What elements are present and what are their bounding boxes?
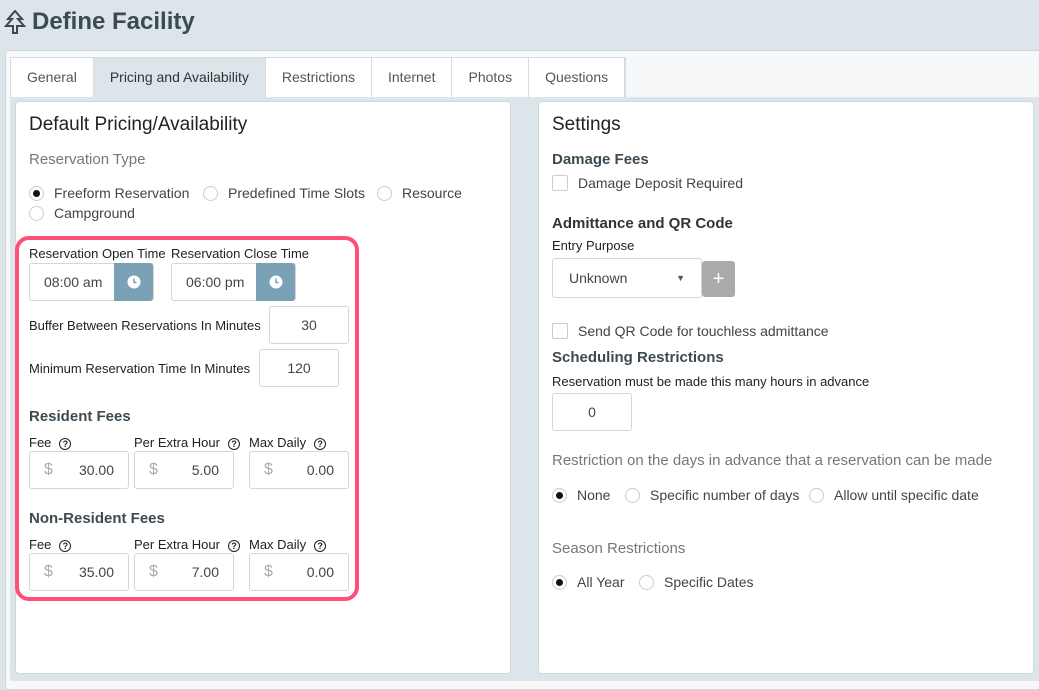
resident-fee-label: Fee? [29,435,72,450]
nonresident-fees-title: Non-Resident Fees [29,510,165,527]
settings-card [538,101,1034,674]
min-time-input[interactable]: 120 [259,349,339,387]
clock-icon[interactable] [114,263,153,301]
buffer-input[interactable]: 30 [269,306,349,344]
tab-bar: General Pricing and Availability Restric… [10,57,627,98]
tab-general[interactable]: General [11,58,94,97]
radio-resource[interactable]: Resource [377,185,462,201]
help-icon[interactable]: ? [227,539,240,552]
reservation-type-label: Reservation Type [29,151,146,168]
radio-all-year[interactable]: All Year [552,574,624,590]
scheduling-title: Scheduling Restrictions [552,349,724,366]
tab-questions[interactable]: Questions [529,58,626,97]
open-time-label: Reservation Open Time [29,246,166,261]
clock-icon[interactable] [256,263,295,301]
page-title: Define Facility [4,8,195,36]
resident-fees-title: Resident Fees [29,408,131,425]
plus-icon: + [712,267,725,290]
nonresident-max-label: Max Daily? [249,537,327,552]
radio-days-until-date[interactable]: Allow until specific date [809,487,979,503]
open-time-input[interactable]: 08:00 am [29,263,154,301]
radio-days-specific[interactable]: Specific number of days [625,487,799,503]
tab-internet[interactable]: Internet [372,58,453,97]
nonresident-max-input[interactable]: $0.00 [249,553,349,591]
nonresident-fee-label: Fee? [29,537,72,552]
radio-days-none[interactable]: None [552,487,610,503]
days-advance-label: Restriction on the days in advance that … [552,452,993,469]
tree-icon [4,10,26,34]
pricing-title: Default Pricing/Availability [29,114,248,135]
radio-predefined[interactable]: Predefined Time Slots [203,185,365,201]
tab-pricing-availability[interactable]: Pricing and Availability [93,58,266,97]
close-time-input[interactable]: 06:00 pm [171,263,296,301]
hours-advance-label: Reservation must be made this many hours… [552,374,870,389]
resident-fee-input[interactable]: $30.00 [29,451,129,489]
resident-max-input[interactable]: $0.00 [249,451,349,489]
nonresident-fee-input[interactable]: $35.00 [29,553,129,591]
season-label: Season Restrictions [552,540,686,557]
entry-purpose-select[interactable]: Unknown ▼ [552,258,702,298]
resident-max-label: Max Daily? [249,435,327,450]
entry-purpose-label: Entry Purpose [552,238,635,253]
min-time-label: Minimum Reservation Time In Minutes [29,361,251,376]
caret-down-icon: ▼ [676,273,685,283]
damage-deposit-checkbox[interactable]: Damage Deposit Required [552,175,743,191]
settings-title: Settings [552,114,621,135]
resident-extra-label: Per Extra Hour? [134,435,240,450]
hours-advance-input[interactable]: 0 [552,393,632,431]
tab-restrictions[interactable]: Restrictions [265,58,372,97]
highlight-box [15,236,359,601]
add-entry-purpose-button[interactable]: + [702,261,735,297]
help-icon[interactable]: ? [227,437,240,450]
nonresident-extra-input[interactable]: $7.00 [134,553,234,591]
close-time-label: Reservation Close Time [171,246,309,261]
admittance-title: Admittance and QR Code [552,215,733,232]
tab-photos[interactable]: Photos [452,58,530,97]
radio-campground[interactable]: Campground [29,205,135,221]
help-icon[interactable]: ? [314,539,327,552]
help-icon[interactable]: ? [314,437,327,450]
damage-fees-title: Damage Fees [552,151,649,168]
help-icon[interactable]: ? [59,437,72,450]
resident-extra-input[interactable]: $5.00 [134,451,234,489]
help-icon[interactable]: ? [59,539,72,552]
radio-freeform[interactable]: Freeform Reservation [29,185,189,201]
send-qr-checkbox[interactable]: Send QR Code for touchless admittance [552,323,829,339]
buffer-label: Buffer Between Reservations In Minutes [29,318,261,333]
page-title-text: Define Facility [32,8,195,35]
nonresident-extra-label: Per Extra Hour? [134,537,240,552]
radio-specific-dates[interactable]: Specific Dates [639,574,753,590]
